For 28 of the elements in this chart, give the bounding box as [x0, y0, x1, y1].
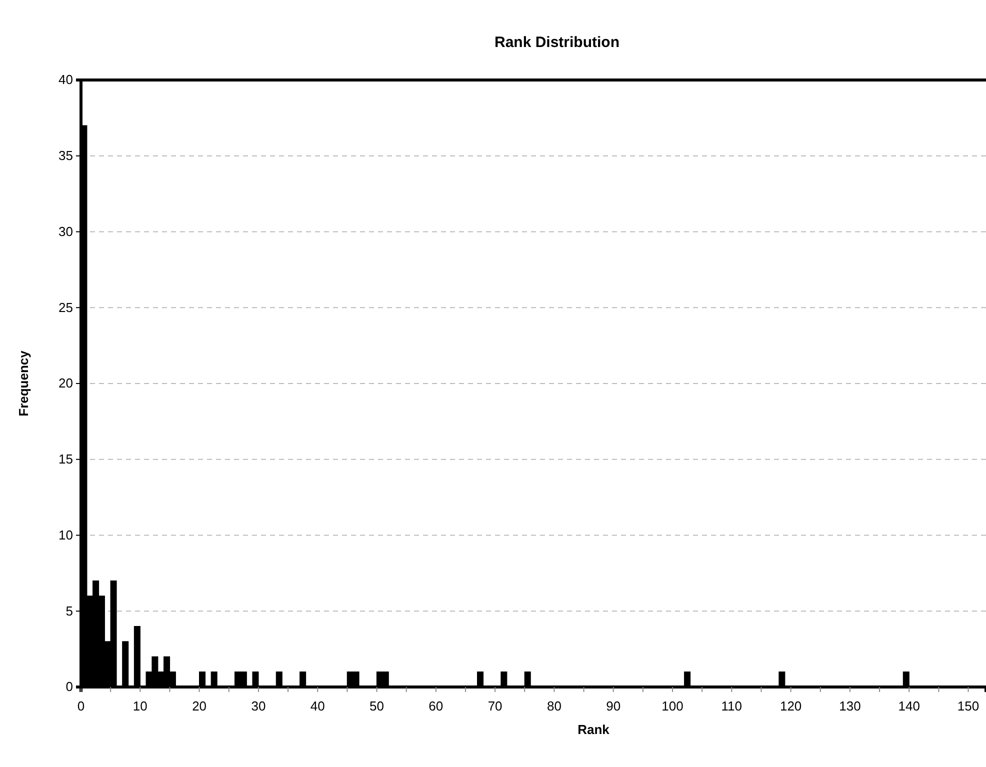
x-tick-label: 70	[488, 698, 502, 714]
x-tick-label: 150	[957, 698, 980, 714]
x-tick-label: 90	[606, 698, 621, 714]
x-tick-label: 40	[310, 698, 325, 714]
x-tick-label: 120	[780, 698, 802, 714]
y-tick-label: 5	[66, 603, 73, 618]
x-tick-label: 20	[192, 698, 207, 714]
x-tick-label: 100	[662, 698, 684, 714]
x-axis-title: Rank	[578, 722, 610, 737]
x-tick-label: 60	[428, 698, 444, 714]
y-tick-label: 15	[58, 452, 73, 467]
chart-title: Rank Distribution	[494, 34, 620, 51]
x-tick-label: 80	[546, 698, 562, 714]
x-tick-label: 50	[370, 698, 384, 714]
y-axis-title: Frequency	[16, 350, 31, 416]
y-tick-label: 30	[58, 224, 73, 239]
x-tick-label: 10	[132, 698, 148, 714]
y-tick-label: 10	[58, 527, 73, 542]
y-tick-label: 20	[58, 376, 73, 391]
x-tick-label: 30	[251, 698, 266, 714]
y-tick-label: 40	[58, 72, 73, 88]
x-tick-label: 110	[721, 698, 742, 714]
y-tick-label: 0	[66, 679, 73, 694]
x-tick-label: 130	[839, 698, 861, 714]
x-tick-label: 0	[77, 698, 85, 714]
y-tick-label: 35	[58, 148, 73, 164]
x-tick-label: 140	[898, 698, 920, 714]
y-tick-label: 25	[58, 300, 73, 315]
